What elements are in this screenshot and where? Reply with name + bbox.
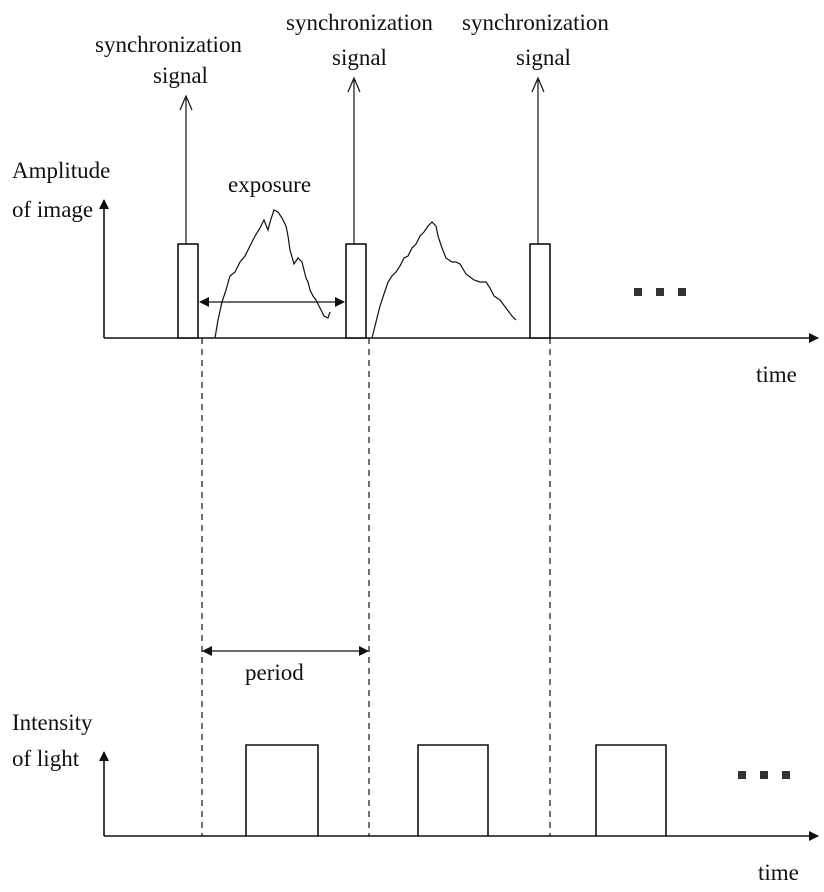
- sync-pulse-2: [345, 243, 367, 339]
- sync-pulse-1: [177, 243, 199, 339]
- sync-label-3-line2: signal: [516, 45, 571, 70]
- sync-label-3: synchronization signal: [462, 10, 609, 70]
- period-label: period: [245, 660, 304, 685]
- top-y-axis-label-line1: Amplitude: [12, 158, 110, 183]
- bottom-y-axis-label-line1: Intensity: [12, 710, 93, 735]
- top-x-axis-label: time: [756, 362, 797, 387]
- image-trace-1: [214, 209, 331, 339]
- light-pulse-3: [595, 744, 667, 836]
- sync-label-2-line2: signal: [332, 45, 387, 70]
- exposure-label: exposure: [228, 172, 311, 197]
- sync-label-2-line1: synchronization: [286, 10, 433, 35]
- sync-arrowhead-1: [179, 94, 193, 111]
- sync-arrowhead-3: [531, 76, 545, 93]
- sync-label-1-line2: signal: [153, 63, 208, 88]
- light-pulse-1: [245, 744, 319, 836]
- image-trace-2: [371, 221, 517, 339]
- bottom-ellipsis-icon: [738, 771, 790, 779]
- sync-label-1-line1: synchronization: [95, 32, 242, 57]
- sync-pulse-3: [529, 243, 551, 339]
- sync-label-2: synchronization signal: [286, 10, 433, 70]
- sync-arrowhead-2: [347, 76, 361, 93]
- top-ellipsis-icon: [634, 288, 686, 296]
- top-y-axis-label-line2: of image: [12, 197, 93, 222]
- sync-label-1: synchronization signal: [95, 32, 242, 88]
- bottom-x-axis-label: time: [758, 860, 799, 885]
- bottom-y-axis-label-line2: of light: [12, 746, 80, 771]
- light-pulse-2: [417, 744, 489, 836]
- sync-label-3-line1: synchronization: [462, 10, 609, 35]
